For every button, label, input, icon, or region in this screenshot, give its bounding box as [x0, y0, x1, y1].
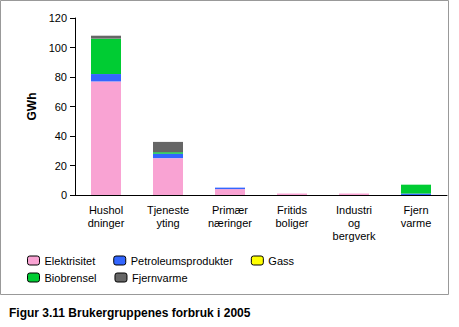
svg-text:60: 60 [55, 101, 67, 113]
svg-text:Tjeneste: Tjeneste [147, 204, 189, 216]
svg-text:20: 20 [55, 160, 67, 172]
svg-text:Industri: Industri [336, 204, 372, 216]
svg-text:120: 120 [49, 12, 67, 24]
svg-text:næringer: næringer [208, 217, 252, 229]
svg-text:Fjernvarme: Fjernvarme [132, 272, 188, 284]
svg-text:Petroleumsprodukter: Petroleumsprodukter [131, 255, 233, 267]
svg-text:Biobrensel: Biobrensel [45, 272, 97, 284]
svg-text:40: 40 [55, 130, 67, 142]
svg-text:Primær: Primær [212, 204, 248, 216]
svg-text:boliger: boliger [275, 217, 308, 229]
svg-text:Fjern: Fjern [403, 204, 428, 216]
svg-text:Hushol: Hushol [89, 204, 123, 216]
svg-text:Figur 3.11 Brukergruppenes for: Figur 3.11 Brukergruppenes forbruk i 200… [9, 306, 251, 320]
svg-text:GWh: GWh [25, 93, 39, 121]
svg-text:bergverk: bergverk [333, 230, 376, 242]
svg-text:Elektrisitet: Elektrisitet [45, 255, 96, 267]
svg-text:Gass: Gass [268, 255, 294, 267]
svg-text:0: 0 [61, 189, 67, 201]
svg-text:yting: yting [156, 217, 179, 229]
svg-text:varme: varme [401, 217, 432, 229]
svg-text:og: og [348, 217, 360, 229]
svg-text:100: 100 [49, 42, 67, 54]
svg-text:Fritids: Fritids [277, 204, 307, 216]
svg-text:80: 80 [55, 71, 67, 83]
svg-text:dninger: dninger [88, 217, 125, 229]
